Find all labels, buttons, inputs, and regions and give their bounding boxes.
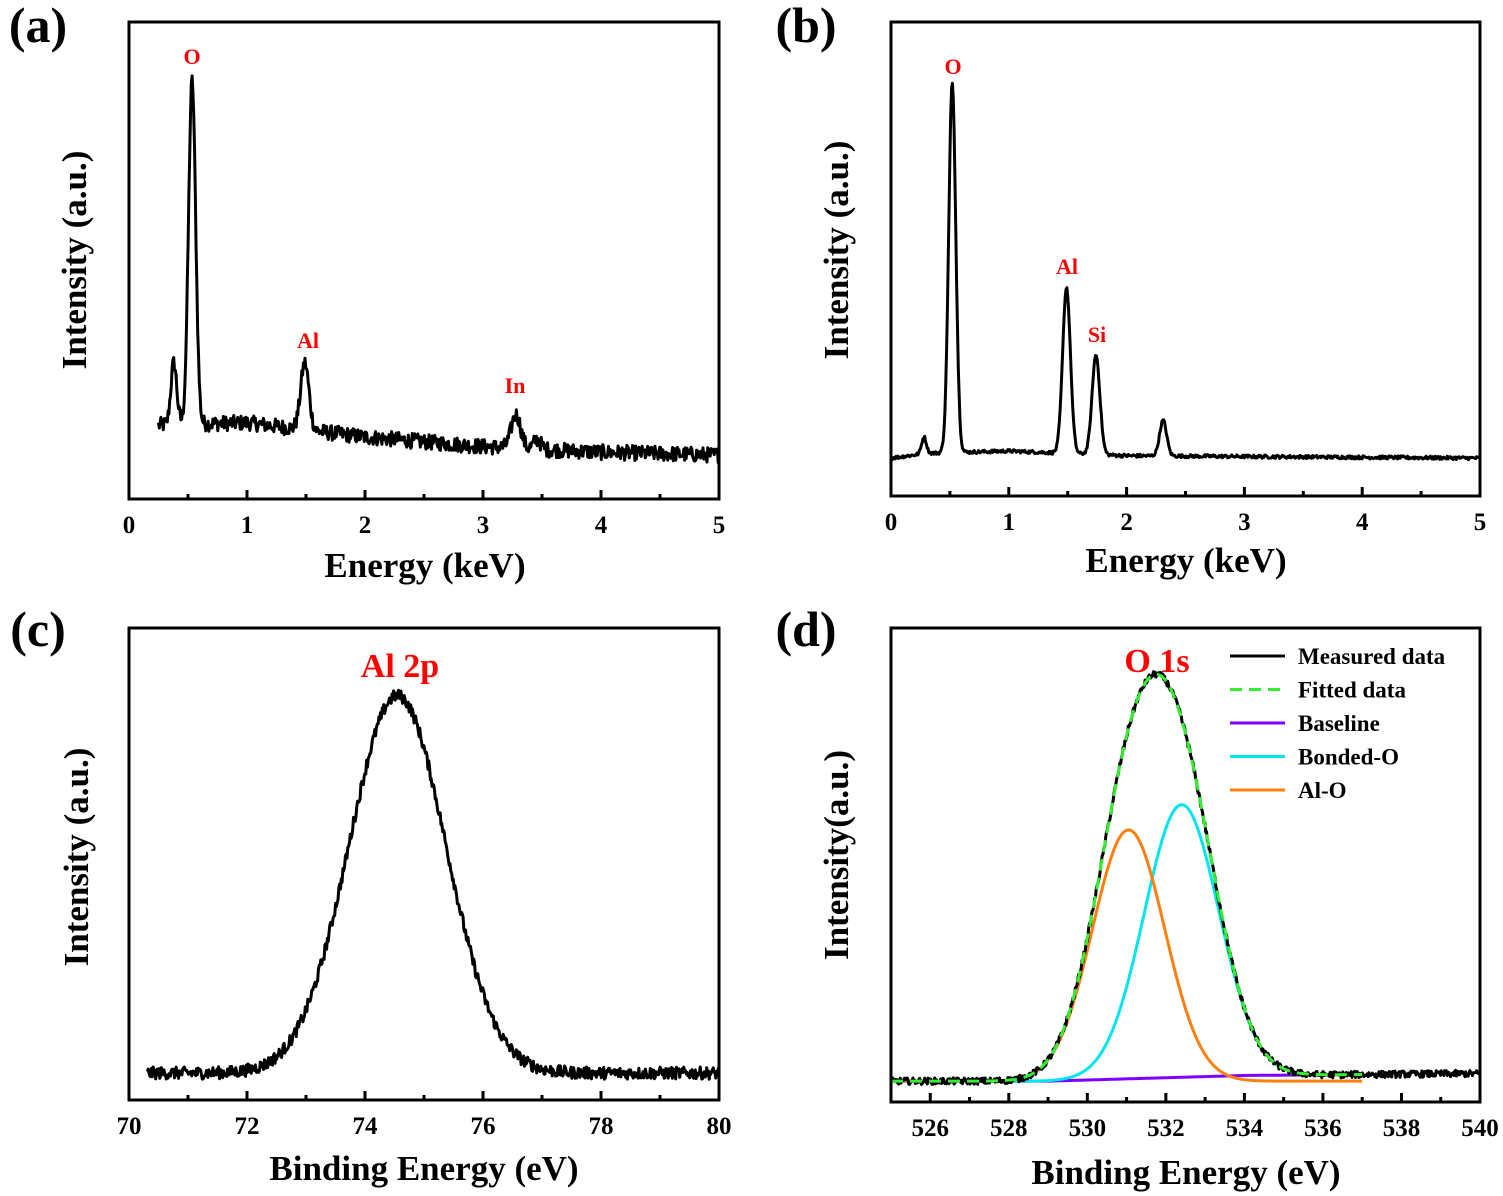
x-tick-label: 526 <box>912 1115 950 1142</box>
panel-label: (a) <box>9 0 67 53</box>
x-tick-label: 4 <box>1356 509 1369 536</box>
x-tick-label: 80 <box>707 1113 732 1140</box>
x-axis-label: Binding Energy (eV) <box>1031 1153 1340 1192</box>
y-axis-label: Intensity (a.u.) <box>55 151 94 370</box>
x-tick-label: 0 <box>123 512 136 539</box>
x-tick-label: 530 <box>1069 1115 1107 1142</box>
x-tick-label: 538 <box>1383 1115 1421 1142</box>
y-axis-label: Intensity (a.u.) <box>57 748 96 967</box>
x-tick-label: 76 <box>471 1113 496 1140</box>
x-tick-label: 540 <box>1461 1115 1499 1142</box>
legend-label: Fitted data <box>1298 678 1406 703</box>
y-axis-label: Intensity(a.u.) <box>817 750 856 960</box>
x-tick-label: 5 <box>713 512 726 539</box>
x-tick-label: 532 <box>1147 1115 1185 1142</box>
x-tick-label: 536 <box>1304 1115 1342 1142</box>
peak-annotation: O 1s <box>1124 643 1189 680</box>
series-eds-spectrum <box>157 74 719 465</box>
x-tick-label: 2 <box>1120 509 1133 536</box>
x-tick-label: 528 <box>990 1115 1028 1142</box>
series-bonded-o <box>891 803 1305 1083</box>
x-tick-label: 74 <box>353 1113 379 1140</box>
legend: Measured data Fitted data Baseline Bonded-O… <box>1230 644 1446 803</box>
legend-label: Baseline <box>1298 711 1380 736</box>
legend-label: Al-O <box>1298 778 1347 803</box>
panel-a: 0 1 2 3 4 5 Energy (keV) Intensity (a.u.) (a) O Al… <box>9 0 725 585</box>
plot-frame <box>127 626 721 1102</box>
peak-annotation: Al 2p <box>361 648 439 685</box>
plot-frame <box>889 20 1482 498</box>
x-tick-label: 1 <box>1003 509 1016 536</box>
peak-annotation: Al <box>297 328 319 353</box>
x-tick-label: 72 <box>235 1113 260 1140</box>
x-tick-label: 78 <box>589 1113 614 1140</box>
x-axis-label: Binding Energy (eV) <box>269 1149 578 1188</box>
series-eds-spectrum <box>891 81 1480 462</box>
x-tick-label: 0 <box>885 509 898 536</box>
x-tick-label: 3 <box>477 512 490 539</box>
x-axis-label: Energy (keV) <box>324 546 525 585</box>
x-tick-label: 1 <box>241 512 254 539</box>
series-fitted-data <box>891 672 1363 1083</box>
y-axis-label: Intensity (a.u.) <box>817 141 856 360</box>
x-tick-label: 534 <box>1226 1115 1264 1142</box>
x-tick-label: 4 <box>595 512 608 539</box>
panel-label: (c) <box>10 601 66 657</box>
peak-annotation: O <box>183 44 200 69</box>
peak-annotation: In <box>505 373 526 398</box>
panel-label: (d) <box>775 601 836 657</box>
panel-label: (b) <box>775 0 836 53</box>
peak-annotation: Al <box>1056 254 1078 279</box>
x-tick-label: 3 <box>1238 509 1251 536</box>
x-tick-label: 2 <box>359 512 372 539</box>
peak-annotation: O <box>944 54 961 79</box>
peak-annotation: Si <box>1088 322 1106 347</box>
x-tick-label: 70 <box>117 1113 142 1140</box>
series-al-o <box>891 828 1363 1083</box>
panel-c: 70 72 74 76 78 80 Binding Energy (eV) Intensity… <box>10 601 731 1188</box>
legend-label: Bonded-O <box>1298 745 1399 770</box>
x-axis-label: Energy (keV) <box>1085 541 1286 580</box>
x-tick-label: 5 <box>1474 509 1487 536</box>
plot-frame <box>889 626 1482 1104</box>
panel-b: 0 1 2 3 4 5 Energy (keV) Intensity (a.u.) (b) O Al… <box>775 0 1486 580</box>
panel-d: 526 528 530 532 534 536 538 540 Binding Energy (… <box>775 601 1498 1192</box>
legend-label: Measured data <box>1298 644 1446 669</box>
series-al-2p <box>145 688 719 1081</box>
